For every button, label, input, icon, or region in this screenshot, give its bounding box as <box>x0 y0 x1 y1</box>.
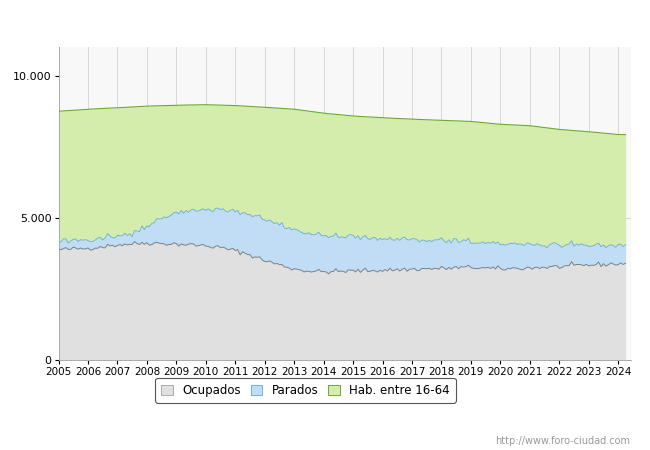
Text: O Barco de Valdeorras - Evolucion de la poblacion en edad de Trabajar Mayo de 20: O Barco de Valdeorras - Evolucion de la … <box>53 12 597 25</box>
Text: http://www.foro-ciudad.com: http://www.foro-ciudad.com <box>495 436 630 446</box>
Legend: Ocupados, Parados, Hab. entre 16-64: Ocupados, Parados, Hab. entre 16-64 <box>155 378 456 403</box>
